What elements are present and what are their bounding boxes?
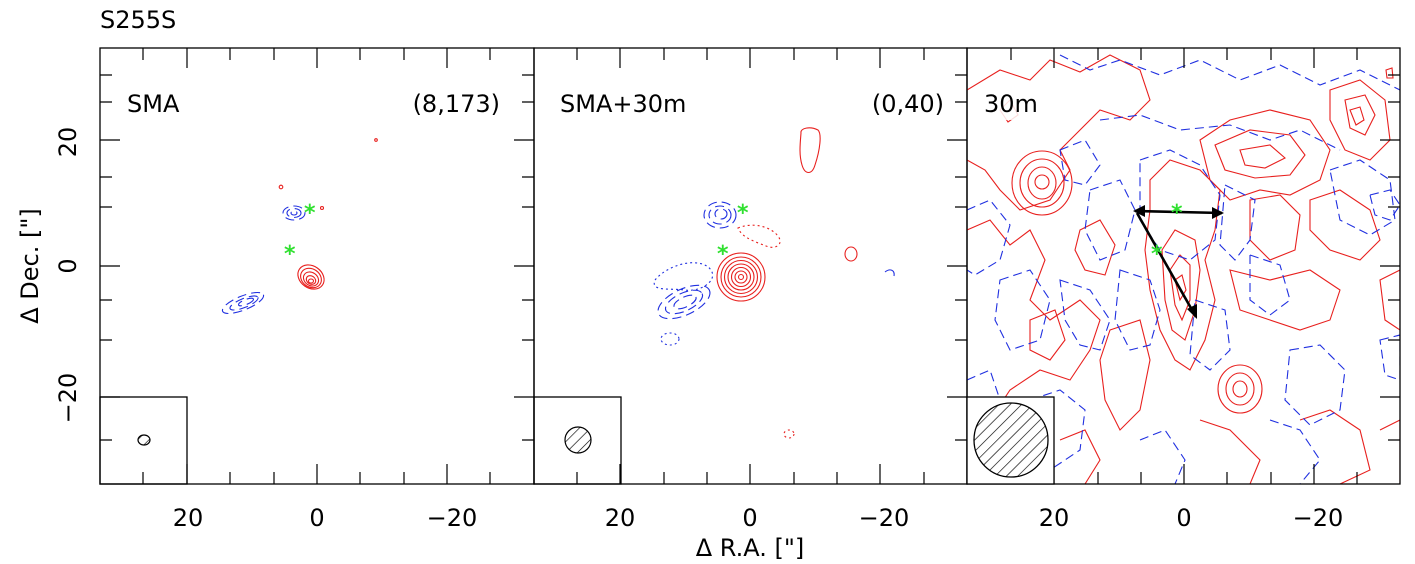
star-icon: * xyxy=(304,201,316,226)
blue-contours xyxy=(221,205,306,315)
beam-box xyxy=(99,396,188,485)
panel-label: SMA xyxy=(127,90,180,118)
y-tick-label: 0 xyxy=(54,258,82,273)
y-tick-label: −20 xyxy=(54,373,82,424)
panel-ticks xyxy=(1010,48,1400,484)
panel-annotation: (8,173) xyxy=(413,90,500,118)
panel-label: SMA+30m xyxy=(560,90,686,118)
beam-box xyxy=(966,396,1055,485)
panel-sma: SMA (8,173) * * xyxy=(99,47,535,485)
blue-contours xyxy=(653,201,895,346)
panel-label: 30m xyxy=(984,90,1038,118)
x-tick-label: 20 xyxy=(173,504,204,532)
panel-ticks xyxy=(576,48,967,484)
x-tick-label: 0 xyxy=(309,504,324,532)
x-axis-label: Δ R.A. ["] xyxy=(696,534,805,562)
y-tick-label: 20 xyxy=(54,127,82,158)
red-contours xyxy=(716,127,858,439)
red-contours xyxy=(278,138,378,290)
x-tick-label: −20 xyxy=(1293,504,1344,532)
star-icon: * xyxy=(737,201,749,226)
figure-title: S255S xyxy=(100,6,176,34)
star-icon: * xyxy=(284,242,296,267)
x-tick-label: 20 xyxy=(605,504,636,532)
x-tick-label: 0 xyxy=(1176,504,1191,532)
panel-annotation: (0,40) xyxy=(872,90,944,118)
x-tick-label: 20 xyxy=(1039,504,1070,532)
star-icon: * xyxy=(717,242,729,267)
star-icon: * xyxy=(1151,242,1163,267)
panel-ticks xyxy=(100,48,534,484)
panel-sma-30m: SMA+30m (0,40) * * xyxy=(533,47,968,485)
star-icon: * xyxy=(1171,201,1183,226)
x-tick-label: −20 xyxy=(427,504,478,532)
panel-30m: 30m * * xyxy=(966,47,1401,485)
beam-box xyxy=(533,396,622,485)
outflow-arrows xyxy=(1133,205,1224,319)
x-tick-label: 0 xyxy=(742,504,757,532)
y-axis-label: Δ Dec. ["] xyxy=(16,208,44,324)
x-tick-label: −20 xyxy=(859,504,910,532)
